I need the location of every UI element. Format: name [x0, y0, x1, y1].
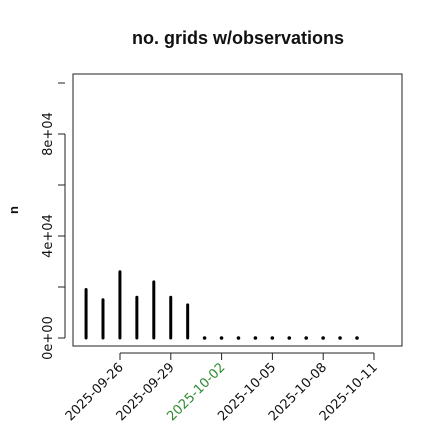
y-tick-label: 8e+04 — [41, 112, 56, 156]
bar — [355, 336, 359, 340]
y-axis: 0e+00 4e+04 8e+04 — [41, 82, 66, 360]
bar — [304, 336, 309, 340]
bar — [338, 336, 342, 340]
bar — [219, 336, 224, 340]
x-axis: 2025-09-262025-09-292025-10-022025-10-05… — [63, 352, 381, 424]
bar — [321, 336, 325, 340]
plot-box — [72, 73, 403, 347]
bar — [236, 336, 241, 340]
bar — [270, 336, 275, 340]
bars — [84, 270, 359, 340]
y-tick-label: 4e+04 — [41, 214, 56, 258]
y-axis-label: n — [6, 206, 21, 214]
y-tick-label: 0e+00 — [41, 316, 56, 360]
bar — [253, 336, 258, 340]
bar — [287, 336, 292, 340]
chart-title: no. grids w/observations — [132, 28, 344, 48]
bar — [202, 336, 207, 340]
